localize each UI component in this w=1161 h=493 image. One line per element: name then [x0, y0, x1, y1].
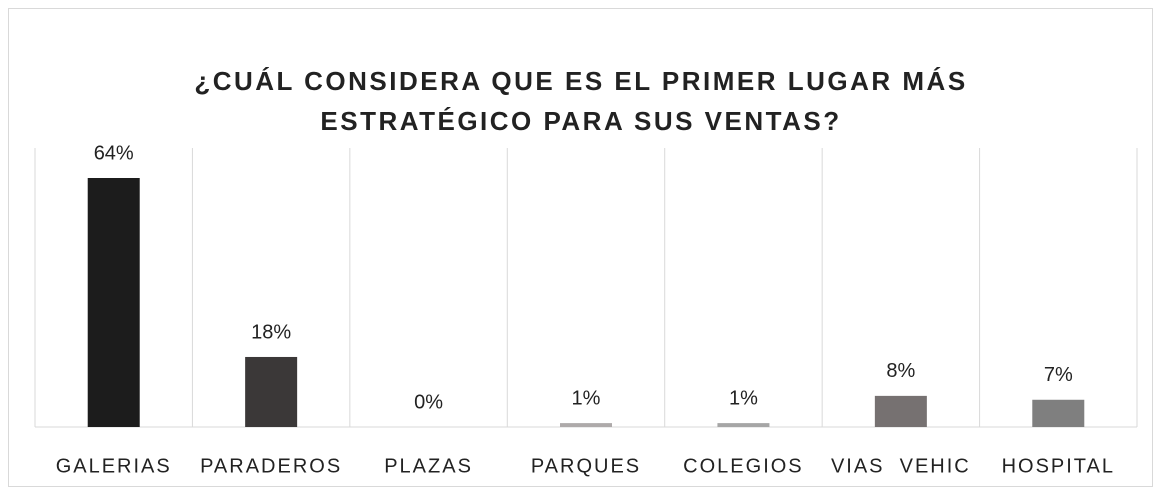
value-label: 8%: [886, 360, 915, 382]
value-label: 1%: [729, 387, 758, 409]
chart-border: [8, 8, 1153, 487]
bar: [560, 423, 612, 427]
x-tick-label: HOSPITAL: [1002, 455, 1115, 477]
bar: [87, 178, 140, 427]
bar: [1032, 399, 1085, 427]
value-label: 1%: [572, 387, 601, 409]
x-tick-label: PARQUES: [531, 455, 641, 477]
x-tick-label: GALERIAS: [56, 455, 172, 477]
value-label: 0%: [414, 391, 443, 413]
chart-title: ¿CUÁL CONSIDERA QUE ES EL PRIMER LUGAR M…: [194, 66, 967, 96]
bar: [874, 395, 927, 427]
bar: [245, 356, 298, 427]
x-tick-label: COLEGIOS: [683, 455, 803, 477]
value-label: 7%: [1044, 364, 1073, 386]
x-tick-label: PARADEROS: [200, 455, 342, 477]
x-tick-label: PLAZAS: [384, 455, 473, 477]
x-tick-label: VIAS VEHIC: [831, 455, 971, 477]
value-label: 18%: [251, 321, 291, 343]
chart-title: ESTRATÉGICO PARA SUS VENTAS?: [320, 106, 841, 136]
bar: [717, 423, 770, 427]
value-label: 64%: [94, 142, 134, 164]
